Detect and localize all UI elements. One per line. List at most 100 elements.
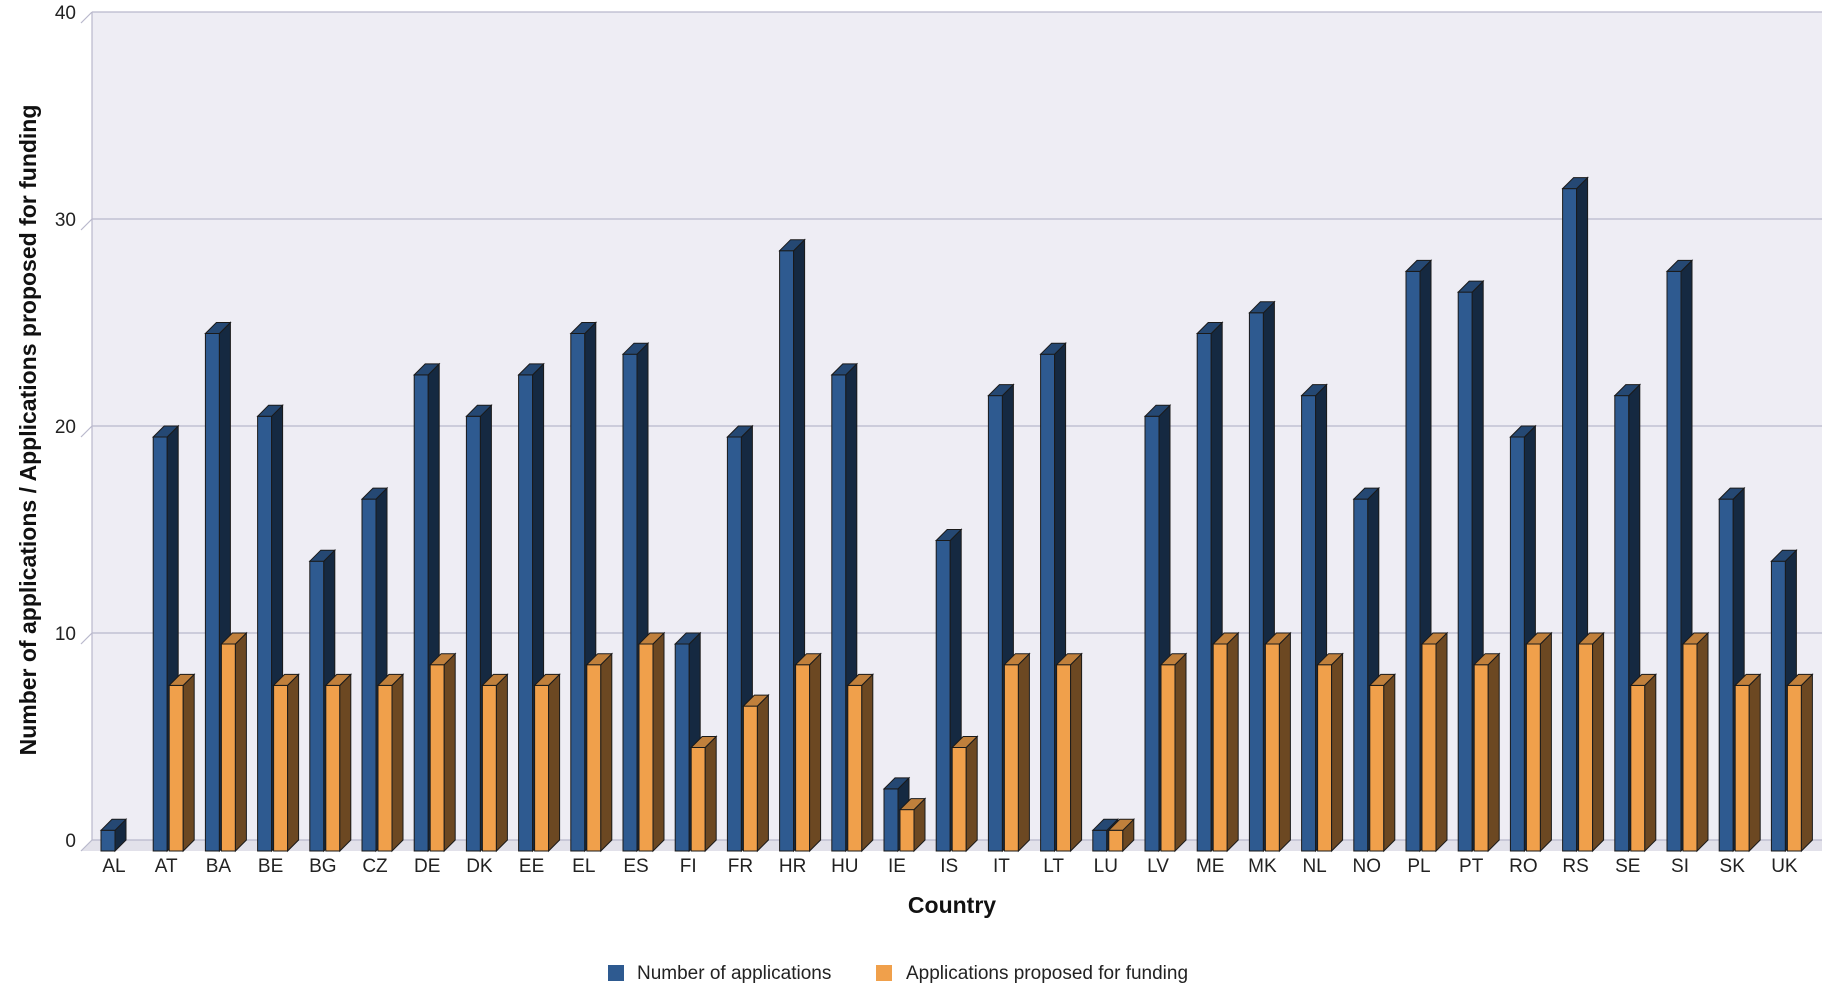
bar-side (1748, 673, 1761, 853)
bar-front (518, 374, 534, 852)
x-tick-label: BG (309, 856, 336, 877)
gridline-depth (80, 632, 93, 645)
bar-front (1056, 664, 1072, 852)
bar-front (674, 643, 690, 852)
bar-top (481, 673, 509, 686)
x-tick-label: EE (519, 856, 544, 877)
bar-top (778, 239, 806, 252)
y-tick-label: 0 (65, 831, 76, 852)
bar-front (429, 664, 445, 852)
bar-top (412, 363, 441, 376)
bar-front (1734, 684, 1750, 852)
bar-top (1770, 549, 1798, 562)
bar-proposed (376, 673, 405, 853)
bar-top (1264, 632, 1292, 645)
bar-side (391, 673, 404, 853)
bar-proposed (533, 673, 561, 853)
bar-proposed (1577, 631, 1605, 853)
bar-side (443, 652, 456, 853)
bar-top (517, 363, 545, 376)
bar-top (882, 777, 911, 790)
bar-front (847, 684, 863, 852)
bar-front (100, 829, 116, 852)
legend-swatch-applications (608, 965, 624, 981)
bar-front (1525, 643, 1541, 852)
bar-front (622, 353, 638, 852)
bar-front (481, 684, 497, 852)
bar-front (1473, 664, 1489, 852)
bar-proposed (1003, 652, 1031, 853)
x-tick-label: DE (414, 856, 440, 877)
bar-proposed (428, 652, 457, 853)
bar-proposed (272, 673, 300, 853)
bar-top (360, 487, 389, 500)
bar-front (1144, 415, 1160, 852)
bar-side (548, 673, 561, 853)
bar-side (495, 673, 508, 853)
bar-top (1107, 818, 1136, 831)
bar-front (883, 788, 899, 852)
bar-side (1487, 652, 1500, 853)
bar-side (1383, 673, 1396, 853)
bar-proposed (898, 797, 927, 853)
x-tick-label: SK (1720, 856, 1746, 877)
bar-proposed (481, 673, 509, 853)
bar-top (726, 425, 754, 438)
bar-proposed (1107, 818, 1136, 853)
bar-front (987, 395, 1003, 852)
bar-front (377, 684, 393, 852)
bar-proposed (1159, 652, 1188, 853)
bar-proposed (1472, 652, 1501, 853)
bar-front (309, 560, 325, 852)
x-tick-label: LT (1043, 856, 1064, 877)
x-axis-title: Country (908, 892, 996, 918)
bar-front (1786, 684, 1802, 852)
bar-front (1092, 829, 1108, 852)
x-tick-label: DK (466, 856, 493, 877)
bar-front (1614, 395, 1630, 852)
bar-top (99, 818, 128, 831)
bar-front (1421, 643, 1437, 852)
bar-side (1226, 631, 1239, 853)
bar-top (585, 653, 614, 666)
bar-top (1352, 487, 1381, 500)
bar-side (1435, 631, 1448, 853)
bar-front (1196, 333, 1212, 852)
gridline-depth (80, 11, 93, 24)
bar-front (1248, 312, 1264, 852)
bar-front (742, 705, 758, 852)
bar-top (742, 694, 770, 707)
bar-front (1003, 664, 1019, 852)
x-tick-label: EL (572, 856, 595, 877)
bar-front (1509, 436, 1525, 852)
y-tick-label: 40 (55, 3, 76, 24)
bar-proposed (585, 652, 614, 853)
bar-front (570, 333, 586, 852)
bar-top (1248, 301, 1276, 314)
x-tick-label: RS (1562, 856, 1588, 877)
bar-side (1592, 631, 1605, 853)
bar-top (934, 529, 963, 541)
bar-front (1353, 498, 1369, 852)
bar-front (1264, 643, 1280, 852)
bar-top (465, 404, 493, 417)
bar-top (1509, 425, 1537, 438)
x-tick-label: ES (623, 856, 648, 877)
bar-proposed (1525, 631, 1553, 853)
bar-top (1577, 632, 1605, 645)
bar-side (1696, 631, 1709, 853)
bar-front (690, 747, 706, 852)
x-tick-label: HR (779, 856, 806, 877)
bar-top (621, 342, 650, 355)
bar-proposed (220, 631, 248, 853)
x-tick-label: BE (258, 856, 283, 877)
bar-front (168, 684, 184, 852)
bar-front (413, 374, 429, 852)
bar-front (1718, 498, 1734, 852)
bar-top (256, 404, 284, 417)
bar-top (1143, 404, 1172, 417)
bar-front (638, 643, 654, 852)
bar-top (1561, 177, 1589, 190)
bar-top (569, 322, 598, 334)
x-tick-label: SE (1615, 856, 1640, 877)
